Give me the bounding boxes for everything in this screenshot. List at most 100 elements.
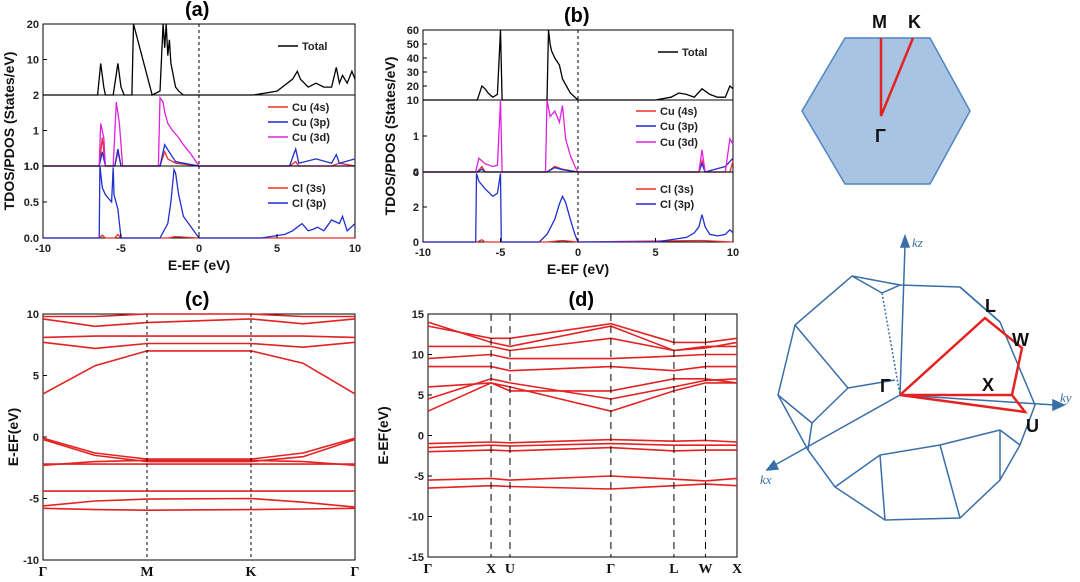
kpoint-label: Γ <box>606 562 615 577</box>
legend-label: Cu (3p) <box>660 121 698 133</box>
bz3d-axis-label-kz: kz <box>912 235 923 250</box>
x-tick-label: 0 <box>575 247 581 259</box>
y-tick-label: 0 <box>413 167 419 179</box>
axis-ky <box>899 394 1056 406</box>
series-cu-3d- <box>43 95 355 167</box>
y-tick-label: -15 <box>408 552 424 564</box>
bz2d-label-gamma: Γ <box>875 126 886 146</box>
y-tick-label: 0 <box>413 237 419 249</box>
bz3d-edge <box>939 429 1001 446</box>
kpoint-label: L <box>669 562 678 577</box>
band-line <box>427 475 738 482</box>
bz3d-edge <box>847 379 896 389</box>
x-tick-label: -5 <box>116 243 126 255</box>
y-tick-label: 1.0 <box>24 161 39 173</box>
y-tick-label: 50 <box>407 39 419 51</box>
band-line <box>42 341 356 350</box>
legend-label: Total <box>682 47 707 59</box>
kpoint-label: Γ <box>424 562 433 577</box>
bz3d-edge <box>777 394 813 424</box>
x-axis-label: E-EF (eV) <box>168 257 230 273</box>
band-line <box>42 507 356 512</box>
y-axis-label: E-EF(eV) <box>375 406 391 464</box>
kpoint-label: M <box>140 565 153 580</box>
x-tick-label: -5 <box>496 247 506 259</box>
band-line <box>428 365 737 372</box>
series-cu-3d- <box>423 99 734 173</box>
y-tick-label: 4 <box>413 167 420 179</box>
bz2d-label-m: M <box>872 12 887 32</box>
kpoint-label: X <box>732 562 742 577</box>
series-total <box>423 29 734 101</box>
bz3d-axis-label-kx: kx <box>760 472 772 487</box>
bz3d-outline <box>777 275 1036 521</box>
bz2d-label-k: K <box>908 12 921 32</box>
bz3d-edge <box>794 324 849 389</box>
y-tick-label: 10 <box>27 55 39 67</box>
band-line <box>427 382 737 413</box>
panel-a-dos: (a) 2 10 20 Total 1.0 1 Cu (4s) Cu (3p) Cu (3d) 0.… <box>1 0 361 273</box>
kpoint-label: U <box>505 562 515 577</box>
band-line <box>42 497 356 508</box>
legend-label: Cu (3d) <box>660 137 698 149</box>
bz3d-edge <box>879 454 886 521</box>
bz3d-edge <box>879 444 941 456</box>
y-tick-label: 0 <box>33 432 39 444</box>
band-line <box>42 438 356 463</box>
axis-ky-arrow <box>1052 398 1066 412</box>
legend-label: Cu (3d) <box>292 132 330 144</box>
legend-label: Cl (3s) <box>292 183 326 195</box>
x-tick-label: 0 <box>196 243 202 255</box>
kpoint-label: X <box>486 562 496 577</box>
y-tick-label: 20 <box>27 19 39 31</box>
x-tick-label: -10 <box>35 243 51 255</box>
kpoint-label: K <box>246 565 257 580</box>
band-line <box>42 350 356 395</box>
bz3d-edge <box>881 284 901 294</box>
y-tick-label: 40 <box>407 53 419 65</box>
y-tick-label: 60 <box>407 25 419 37</box>
y-tick-label: -10 <box>23 555 39 567</box>
brillouin-zone-3d <box>765 233 1066 521</box>
y-tick-label: 0.5 <box>24 197 39 209</box>
y-tick-label: -5 <box>414 471 424 483</box>
y-tick-label: 2 <box>33 90 39 102</box>
band-line <box>427 377 738 400</box>
bz3d-edge <box>959 286 1001 323</box>
x-tick-label: 5 <box>274 243 280 255</box>
y-tick-label: -10 <box>408 512 424 524</box>
bz3d-label-gamma: Γ <box>880 376 891 396</box>
bz2d-path <box>879 37 915 117</box>
axis-kz <box>899 244 906 396</box>
y-axis-label: TDOS/PDOS (States/eV) <box>1 52 17 211</box>
series-cl-3p- <box>423 173 734 243</box>
panel-title: (c) <box>185 289 209 311</box>
y-tick-label: 5 <box>33 371 39 383</box>
bz3d-edge-hidden <box>881 292 901 396</box>
x-axis-label: E-EF (eV) <box>547 261 609 277</box>
bz3d-label-u: U <box>1026 416 1039 436</box>
bz3d-label-w: W <box>1012 330 1029 350</box>
y-tick-label: 1.0 <box>24 161 39 173</box>
axis-kx-arrow <box>765 459 780 471</box>
band-line <box>42 335 356 339</box>
band-line <box>427 446 737 453</box>
y-tick-label: 15 <box>412 309 424 321</box>
series-cl-3p- <box>43 165 356 239</box>
x-tick-label: 5 <box>652 247 658 259</box>
series-cl-3s- <box>43 233 355 239</box>
band-line <box>427 442 737 449</box>
panel-title: (a) <box>185 0 209 21</box>
bz3d-edge <box>834 454 881 488</box>
legend-label: Cu (3p) <box>292 117 330 129</box>
kpoint-label: Γ <box>39 565 48 580</box>
bz3d-edge <box>999 429 1021 446</box>
band-line <box>427 353 737 360</box>
y-axis-label: E-EF(eV) <box>5 408 21 466</box>
y-tick-label: 0.0 <box>24 233 39 245</box>
plot-frame <box>427 313 738 558</box>
y-tick-label: 5 <box>418 390 424 402</box>
bz3d-path <box>899 316 1028 414</box>
y-tick-label: 30 <box>407 67 419 79</box>
